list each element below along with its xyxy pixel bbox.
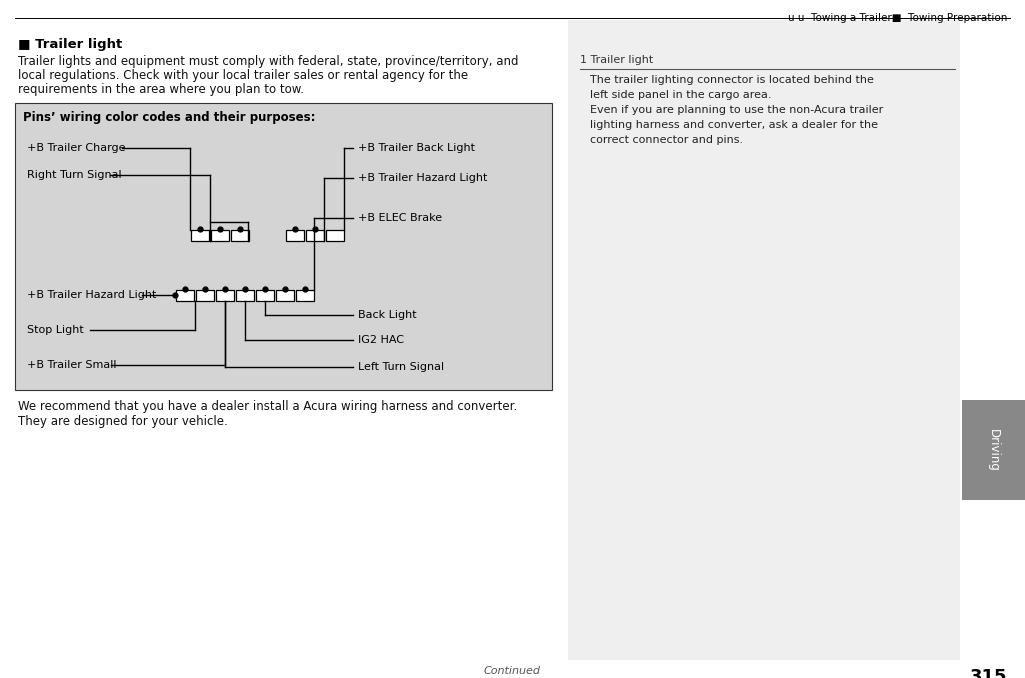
Bar	[568, 20, 960, 660]
Bar	[256, 290, 274, 300]
Text: IG2 HAC: IG2 HAC	[358, 335, 404, 345]
Text: left side panel in the cargo area.: left side panel in the cargo area.	[590, 90, 772, 100]
Text: +B Trailer Hazard Light: +B Trailer Hazard Light	[358, 173, 487, 183]
Text: They are designed for your vehicle.: They are designed for your vehicle.	[18, 415, 228, 428]
Bar	[326, 229, 344, 241]
Bar	[286, 229, 304, 241]
Bar	[191, 229, 209, 241]
Text: +B Trailer Charge: +B Trailer Charge	[27, 143, 125, 153]
Text: local regulations. Check with your local trailer sales or rental agency for the: local regulations. Check with your local…	[18, 69, 468, 82]
Text: We recommend that you have a dealer install a Acura wiring harness and converter: We recommend that you have a dealer inst…	[18, 400, 518, 413]
Text: Right Turn Signal: Right Turn Signal	[27, 170, 122, 180]
Text: u u  Towing a Trailer■  Towing Preparation: u u Towing a Trailer■ Towing Preparation	[787, 13, 1007, 23]
Text: +B ELEC Brake: +B ELEC Brake	[358, 213, 442, 223]
Bar	[296, 290, 314, 300]
Bar	[236, 290, 254, 300]
Text: 1 Trailer light: 1 Trailer light	[580, 55, 653, 65]
Text: requirements in the area where you plan to tow.: requirements in the area where you plan …	[18, 83, 304, 96]
Text: Trailer lights and equipment must comply with federal, state, province/territory: Trailer lights and equipment must comply…	[18, 55, 519, 68]
Bar	[216, 290, 234, 300]
Text: Even if you are planning to use the non-Acura trailer: Even if you are planning to use the non-…	[590, 105, 884, 115]
Text: +B Trailer Small: +B Trailer Small	[27, 360, 117, 370]
Bar	[306, 229, 324, 241]
Text: +B Trailer Hazard Light: +B Trailer Hazard Light	[27, 290, 157, 300]
Text: +B Trailer Back Light: +B Trailer Back Light	[358, 143, 475, 153]
Bar	[176, 290, 194, 300]
Text: ■ Trailer light: ■ Trailer light	[18, 38, 122, 51]
Bar	[211, 229, 229, 241]
Text: Pins’ wiring color codes and their purposes:: Pins’ wiring color codes and their purpo…	[23, 111, 316, 124]
Text: 315: 315	[970, 668, 1007, 678]
Bar	[196, 290, 214, 300]
Bar	[15, 103, 552, 390]
Text: Driving: Driving	[986, 428, 999, 471]
Bar	[276, 290, 294, 300]
Text: Left Turn Signal: Left Turn Signal	[358, 362, 444, 372]
Text: lighting harness and converter, ask a dealer for the: lighting harness and converter, ask a de…	[590, 120, 878, 130]
Bar	[962, 400, 1025, 500]
Bar	[231, 229, 249, 241]
Text: The trailer lighting connector is located behind the: The trailer lighting connector is locate…	[590, 75, 874, 85]
Text: Back Light: Back Light	[358, 310, 416, 320]
Text: correct connector and pins.: correct connector and pins.	[590, 135, 743, 145]
Text: Stop Light: Stop Light	[27, 325, 84, 335]
Text: Continued: Continued	[484, 666, 541, 676]
